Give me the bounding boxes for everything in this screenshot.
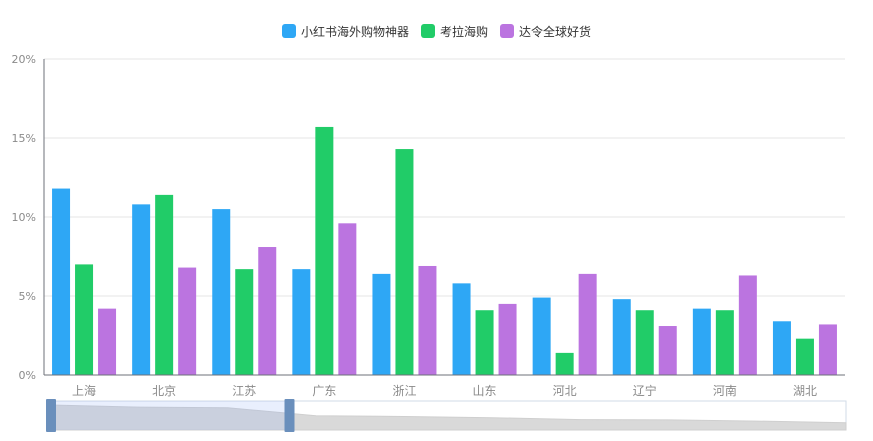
- legend: 小红书海外购物神器 考拉海购 达令全球好货: [0, 20, 873, 42]
- bar: [235, 269, 254, 375]
- x-tick-label: 广东: [312, 384, 336, 398]
- bar: [635, 310, 654, 375]
- y-tick-label: 0%: [19, 369, 36, 382]
- bar: [52, 188, 71, 375]
- legend-swatch-series-1: [281, 24, 296, 38]
- y-tick-label: 5%: [19, 290, 36, 303]
- bar: [418, 265, 437, 375]
- legend-item-series-2[interactable]: 考拉海购: [420, 23, 488, 40]
- bar: [338, 223, 357, 375]
- bar: [612, 299, 631, 375]
- x-tick-label: 浙江: [392, 384, 416, 398]
- bar: [818, 324, 837, 375]
- legend-swatch-series-3: [500, 24, 514, 38]
- bars: [52, 126, 837, 375]
- x-tick-label: 江苏: [232, 384, 256, 398]
- legend-item-series-1[interactable]: 小红书海外购物神器: [281, 23, 409, 40]
- x-tick-label: 山东: [473, 384, 497, 398]
- datazoom-selected-range: [51, 401, 290, 430]
- legend-label-series-1: 小红书海外购物神器: [300, 24, 409, 39]
- bar: [715, 310, 734, 375]
- bar: [475, 310, 494, 375]
- gridlines: [44, 58, 845, 297]
- x-tick-label: 北京: [152, 384, 176, 398]
- axes: [43, 59, 845, 376]
- datazoom-handle-left: [46, 399, 56, 432]
- bar: [98, 308, 117, 375]
- bar: [772, 321, 791, 375]
- bar: [75, 264, 94, 375]
- legend-label-series-3: 达令全球好货: [519, 24, 592, 39]
- legend-item-series-3[interactable]: 达令全球好货: [500, 23, 591, 40]
- bar: [692, 308, 711, 375]
- bar: [738, 275, 757, 375]
- datazoom-preview-area: [50, 404, 847, 431]
- x-tick-label: 湖北: [793, 383, 817, 398]
- y-tick-label: 20%: [12, 53, 36, 66]
- datazoom-slider[interactable]: [46, 399, 847, 432]
- bar: [315, 126, 334, 375]
- bar: [155, 194, 174, 375]
- bar: [578, 273, 597, 375]
- bar: [795, 338, 814, 375]
- bar: [498, 303, 517, 375]
- x-tick-label: 上海: [72, 383, 96, 398]
- x-tick-label: 河南: [713, 383, 737, 398]
- datazoom-handle-right: [284, 399, 295, 432]
- bar: [555, 352, 574, 375]
- bar: [178, 267, 197, 375]
- y-tick-label: 15%: [12, 132, 36, 145]
- bar: [532, 297, 551, 375]
- axis-labels: 0% 5% 10% 15% 20% 上海 北京 江苏 广东 浙江 山东 河北 辽宁 河南 湖北: [12, 53, 817, 398]
- bar: [292, 269, 311, 375]
- bar: [658, 326, 677, 375]
- x-tick-label: 辽宁: [633, 383, 657, 398]
- bar: [452, 283, 471, 375]
- bar: [372, 273, 391, 375]
- legend-label-series-2: 考拉海购: [439, 24, 488, 39]
- bar: [132, 204, 151, 375]
- x-tick-label: 河北: [553, 384, 577, 398]
- legend-swatch-series-2: [420, 24, 435, 38]
- bar: [258, 247, 277, 375]
- bar: [212, 209, 231, 375]
- y-tick-label: 10%: [12, 211, 36, 224]
- bar: [395, 149, 414, 375]
